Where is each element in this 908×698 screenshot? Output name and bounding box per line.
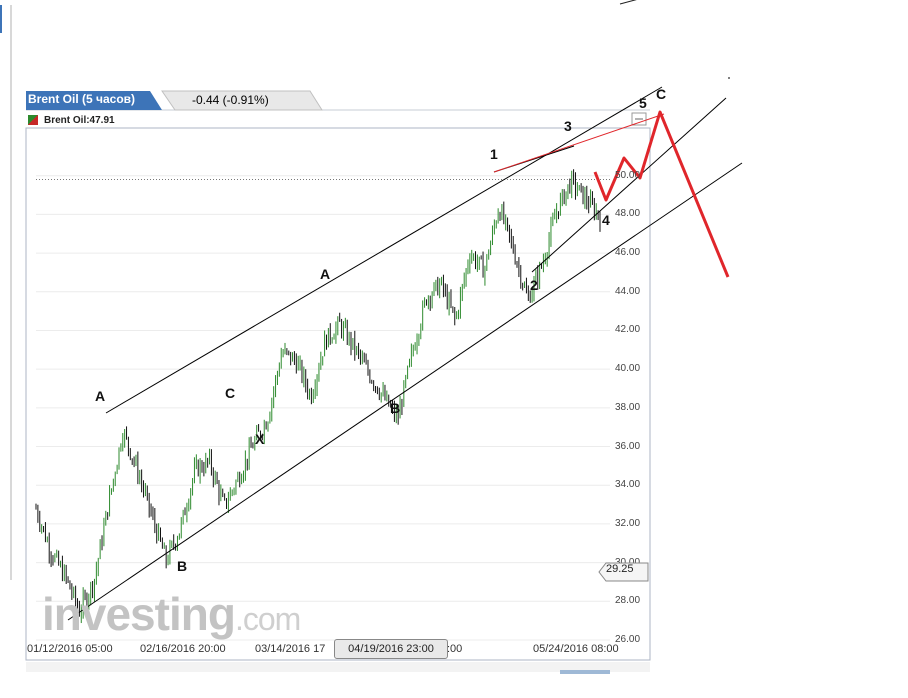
wave-label-3: 3 <box>564 118 572 134</box>
channel-lines <box>67 77 743 621</box>
scroll-thumb[interactable] <box>560 670 610 674</box>
upper-channel-line <box>105 86 663 414</box>
wave-label-b2: B <box>390 400 401 416</box>
title-tab[interactable]: Brent Oil (5 часов) -0.44 (-0.91%) <box>26 91 322 110</box>
y-tick-label: 40.00 <box>615 363 641 375</box>
wave-label-a2: A <box>320 266 331 282</box>
wave-label-2: 2 <box>530 277 538 293</box>
price-tag-shape <box>598 562 649 582</box>
wave-label-x: X <box>255 431 265 447</box>
wave-label-5: 5 <box>639 95 647 111</box>
y-tick-label: 38.00 <box>615 401 641 413</box>
top-channel-stub <box>619 0 637 5</box>
instrument-title: Brent Oil (5 часов) <box>28 92 136 106</box>
wave-top-line <box>493 113 665 173</box>
grid <box>36 175 610 641</box>
y-tick-label: 48.00 <box>615 208 641 220</box>
wave-label-b: B <box>177 558 188 574</box>
bottom-strip <box>26 662 650 672</box>
wave-label-4: 4 <box>602 212 610 228</box>
price-tag: 29.25 <box>606 563 634 575</box>
y-tick-label: 34.00 <box>615 479 641 491</box>
price-bars <box>35 169 601 624</box>
wave-label-c2: C <box>656 86 667 102</box>
y-tick-label: 42.00 <box>615 324 641 336</box>
y-tick-label: 32.00 <box>615 517 641 529</box>
y-tick-label: 46.00 <box>615 247 641 259</box>
legend: Brent Oil:47.91 <box>28 115 115 126</box>
logo-domain: .com <box>234 601 301 637</box>
y-tick-label: 44.00 <box>615 285 641 297</box>
y-tick-label: 30.00 <box>615 556 641 568</box>
x-cursor-label: 04/19/2016 23:00 <box>334 639 448 659</box>
forecast-path <box>593 110 730 278</box>
x-tick-label: 05/24/2016 08:00 <box>533 643 619 655</box>
x-tick-label: 02/16/2016 20:00 <box>140 643 226 655</box>
investing-logo: investing.com <box>42 587 301 641</box>
wave-label-c: C <box>225 385 236 401</box>
x-tick-label: 03/14/2016 17 <box>255 643 326 655</box>
x-tick-label: 01/12/2016 05:00 <box>27 643 113 655</box>
x-tick-label: :00 <box>447 643 463 655</box>
logo-text: investing <box>42 588 236 640</box>
price-change: -0.44 (-0.91%) <box>192 93 269 107</box>
legend-label: Brent Oil:47.91 <box>44 115 115 126</box>
y-tick-label: 28.00 <box>615 595 641 607</box>
inner-channel-line <box>531 97 727 273</box>
change-tab-bg <box>161 90 323 111</box>
wave-label-a: A <box>95 388 106 404</box>
y-tick-label: 50.00 <box>615 169 641 181</box>
lower-channel-line <box>67 162 743 621</box>
chart-panel <box>25 127 651 661</box>
candle-icon <box>28 115 38 126</box>
wave-label-1: 1 <box>490 146 498 162</box>
y-tick-label: 26.00 <box>615 634 641 645</box>
left-edge-marker <box>0 5 2 33</box>
title-tab-bg <box>26 91 162 110</box>
y-tick-label: 36.00 <box>615 440 641 452</box>
